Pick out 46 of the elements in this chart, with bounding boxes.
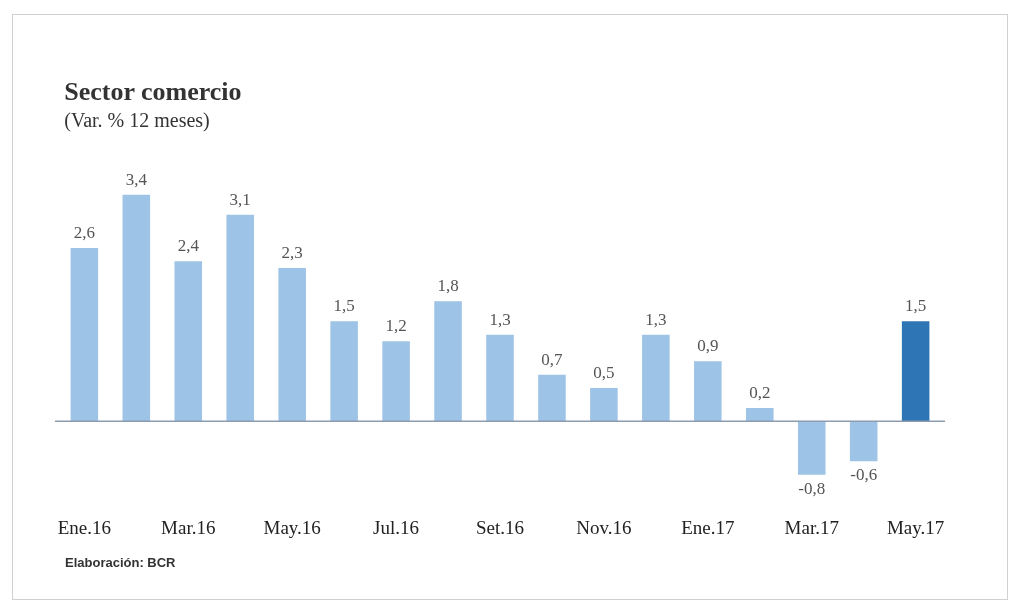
bar bbox=[797, 421, 826, 475]
data-label: 2,4 bbox=[177, 236, 200, 256]
bar bbox=[226, 214, 254, 422]
bar bbox=[694, 361, 722, 422]
data-label: 3,4 bbox=[125, 169, 148, 189]
data-label: 0,7 bbox=[541, 349, 564, 369]
data-label: -0,8 bbox=[798, 478, 826, 498]
bar bbox=[174, 261, 203, 422]
data-label: 0,2 bbox=[749, 383, 771, 402]
x-tick-label: Ene.16 bbox=[57, 516, 111, 538]
x-tick-label: Mar.16 bbox=[161, 516, 216, 538]
data-label: 1,5 bbox=[905, 296, 927, 316]
x-tick-label: Set.16 bbox=[475, 516, 525, 538]
bar bbox=[538, 374, 566, 422]
data-label: 0,5 bbox=[593, 363, 615, 382]
bar bbox=[330, 321, 358, 422]
bar bbox=[486, 334, 514, 422]
bar bbox=[642, 334, 670, 422]
bar bbox=[590, 388, 618, 422]
x-tick-label: Nov.16 bbox=[576, 516, 632, 538]
data-label: -0,6 bbox=[850, 465, 878, 485]
bar bbox=[382, 341, 410, 422]
data-label: 1,2 bbox=[385, 316, 407, 336]
x-tick-label: May.17 bbox=[886, 516, 945, 538]
bar bbox=[70, 248, 99, 422]
bar bbox=[434, 301, 462, 422]
x-tick-label: Mar.17 bbox=[784, 516, 839, 538]
data-label: 3,1 bbox=[229, 189, 251, 209]
data-label: 1,3 bbox=[489, 309, 511, 329]
x-tick-label: Ene.17 bbox=[681, 516, 735, 538]
data-label: 0,9 bbox=[697, 336, 719, 356]
bar bbox=[122, 194, 151, 422]
x-tick-label: May.16 bbox=[263, 516, 321, 538]
bar bbox=[849, 421, 878, 462]
bar bbox=[901, 321, 930, 422]
text: Elaboración: BCR bbox=[65, 555, 176, 570]
data-label: 1,5 bbox=[333, 296, 355, 316]
data-label: 1,3 bbox=[645, 309, 667, 329]
chart-title: Sector comercio bbox=[64, 76, 242, 106]
chart-subtitle: (Var. % 12 meses) bbox=[64, 108, 210, 132]
x-tick-label: Jul.16 bbox=[373, 516, 420, 538]
data-label: 2,3 bbox=[281, 243, 303, 262]
data-label: 1,8 bbox=[437, 276, 459, 296]
data-label: 2,6 bbox=[73, 223, 95, 242]
bar bbox=[746, 408, 774, 422]
bar bbox=[278, 268, 306, 422]
